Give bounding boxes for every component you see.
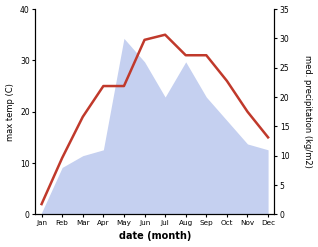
Y-axis label: max temp (C): max temp (C) — [5, 83, 15, 141]
X-axis label: date (month): date (month) — [119, 231, 191, 242]
Y-axis label: med. precipitation (kg/m2): med. precipitation (kg/m2) — [303, 55, 313, 168]
